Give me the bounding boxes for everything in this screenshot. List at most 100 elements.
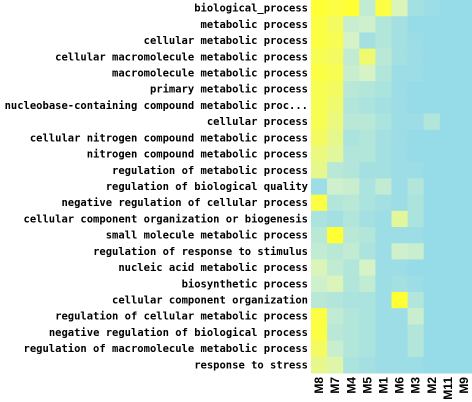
heatmap-cell — [391, 275, 409, 293]
heatmap-cell — [455, 113, 472, 131]
column-label: M1 — [376, 377, 390, 394]
heatmap-cell — [391, 356, 409, 374]
column-label: M2 — [425, 377, 439, 394]
heatmap-cell — [423, 291, 441, 309]
heatmap-cell — [439, 291, 457, 309]
column-label: M8 — [312, 377, 326, 394]
heatmap-cell — [375, 308, 392, 325]
heatmap-cell — [455, 178, 472, 196]
row-label: cellular process — [207, 116, 308, 128]
heatmap-cell — [359, 243, 376, 260]
heatmap-cell — [439, 243, 457, 260]
row-label: primary metabolic process — [150, 84, 308, 96]
heatmap-cell — [455, 145, 472, 163]
heatmap-cell — [343, 210, 360, 228]
row-label: cellular macromolecule metabolic process — [55, 51, 308, 63]
heatmap-cell — [455, 308, 472, 325]
heatmap-cell — [439, 324, 457, 342]
heatmap-cell — [375, 48, 392, 66]
heatmap-cell — [407, 113, 425, 131]
heatmap-cell — [455, 64, 472, 82]
heatmap-cell — [455, 0, 472, 17]
heatmap-cell — [407, 291, 425, 309]
heatmap-cell — [391, 243, 409, 260]
heatmap-cell — [343, 275, 360, 293]
heatmap-cell — [455, 324, 472, 342]
heatmap-cell — [311, 275, 328, 293]
heatmap-cell — [327, 275, 344, 293]
heatmap-cell — [455, 81, 472, 98]
heatmap-cell — [375, 81, 392, 98]
heatmap-cell — [375, 340, 392, 358]
heatmap-cell — [327, 129, 344, 147]
heatmap-cell — [455, 275, 472, 293]
heatmap-cell — [311, 308, 328, 325]
heatmap-cell — [375, 356, 392, 374]
heatmap-cell — [327, 259, 344, 277]
heatmap-cell — [343, 0, 360, 17]
row-label: biosynthetic process — [182, 278, 308, 290]
heatmap-cell — [311, 259, 328, 277]
heatmap-cell — [439, 0, 457, 17]
heatmap-cell — [391, 308, 409, 325]
heatmap-cell — [359, 32, 376, 50]
heatmap-cell — [375, 210, 392, 228]
heatmap-cell — [439, 162, 457, 179]
heatmap-cell — [311, 16, 328, 33]
heatmap-cell — [343, 16, 360, 33]
heatmap-cell — [423, 210, 441, 228]
heatmap-cell — [439, 308, 457, 325]
heatmap-cell — [439, 194, 457, 212]
heatmap-cell — [343, 32, 360, 50]
heatmap-cell — [375, 243, 392, 260]
heatmap-cell — [407, 275, 425, 293]
column-labels: M8 M7 M4 M5 M1 M6 M3 M2 M11 M9 — [312, 377, 471, 400]
heatmap-cell — [375, 275, 392, 293]
heatmap-cell — [359, 0, 376, 17]
heatmap-cell — [455, 16, 472, 33]
heatmap-cell — [359, 162, 376, 179]
row-labels: biological_process metabolic process cellu… — [5, 3, 309, 372]
heatmap-cell — [311, 178, 328, 196]
heatmap-cell — [327, 64, 344, 82]
heatmap-cell — [311, 64, 328, 82]
heatmap-cell — [327, 178, 344, 196]
heatmap-cell — [311, 97, 328, 115]
heatmap-cell — [343, 81, 360, 98]
heatmap-cell — [311, 129, 328, 147]
heatmap-cell — [311, 356, 328, 374]
heatmap-cell — [423, 178, 441, 196]
heatmap-cell — [391, 291, 409, 309]
heatmap-cell — [407, 16, 425, 33]
heatmap-cell — [375, 324, 392, 342]
heatmap-cell — [391, 194, 409, 212]
row-label: nitrogen compound metabolic process — [87, 149, 308, 161]
heatmap-cell — [439, 97, 457, 115]
heatmap-cell — [407, 210, 425, 228]
heatmap-cell — [343, 308, 360, 325]
heatmap-cell — [407, 259, 425, 277]
heatmap-cell — [407, 194, 425, 212]
heatmap-cell — [455, 162, 472, 179]
column-label: M7 — [328, 377, 342, 394]
heatmap-cell — [423, 48, 441, 66]
heatmap-cell — [391, 81, 409, 98]
heatmap-cell — [359, 227, 376, 244]
heatmap-cell — [407, 178, 425, 196]
heatmap-cell — [455, 259, 472, 277]
heatmap-cell — [327, 162, 344, 179]
heatmap-cell — [311, 113, 328, 131]
heatmap-cell — [311, 210, 328, 228]
heatmap-cell — [407, 308, 425, 325]
heatmap-cell — [343, 356, 360, 374]
heatmap-cell — [391, 259, 409, 277]
heatmap-cell — [359, 308, 376, 325]
row-label: metabolic process — [201, 19, 308, 31]
heatmap-cell — [423, 16, 441, 33]
heatmap-cell — [359, 178, 376, 196]
heatmap-cell — [375, 113, 392, 131]
heatmap-cell — [375, 162, 392, 179]
row-label: regulation of cellular metabolic process — [55, 311, 308, 323]
heatmap-cell — [407, 64, 425, 82]
heatmap-cell — [311, 227, 328, 244]
